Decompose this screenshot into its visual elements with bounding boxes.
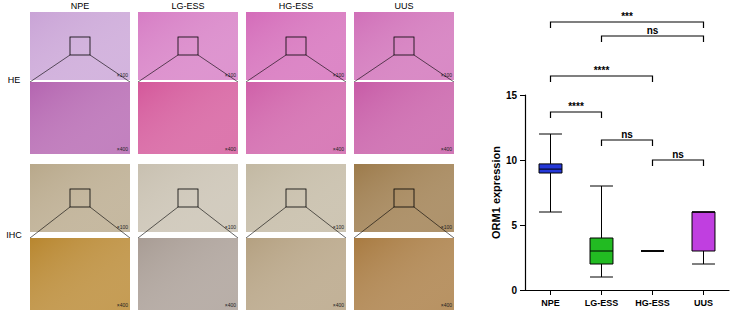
svg-text:×400: ×400 bbox=[333, 146, 344, 152]
svg-text:ns: ns bbox=[672, 149, 684, 160]
svg-text:×100: ×100 bbox=[116, 72, 128, 78]
svg-text:×100: ×100 bbox=[332, 224, 344, 230]
svg-text:×100: ×100 bbox=[440, 224, 452, 230]
svg-text:10: 10 bbox=[506, 155, 518, 166]
svg-text:LG-ESS: LG-ESS bbox=[171, 1, 204, 11]
svg-text:NPE: NPE bbox=[541, 298, 560, 308]
svg-text:×400: ×400 bbox=[225, 302, 236, 308]
svg-text:ORM1 expression: ORM1 expression bbox=[490, 146, 502, 239]
svg-text:×400: ×400 bbox=[333, 302, 344, 308]
svg-text:×100: ×100 bbox=[332, 72, 344, 78]
svg-text:×100: ×100 bbox=[224, 72, 236, 78]
svg-text:HG-ESS: HG-ESS bbox=[635, 298, 670, 308]
svg-text:NPE: NPE bbox=[71, 1, 90, 11]
svg-text:HE: HE bbox=[8, 75, 21, 85]
svg-text:15: 15 bbox=[506, 90, 518, 101]
svg-text:×400: ×400 bbox=[441, 146, 452, 152]
svg-text:****: **** bbox=[594, 65, 610, 76]
svg-text:×100: ×100 bbox=[440, 72, 452, 78]
svg-text:×100: ×100 bbox=[116, 224, 128, 230]
svg-text:UUS: UUS bbox=[694, 298, 713, 308]
svg-text:×400: ×400 bbox=[117, 302, 128, 308]
svg-text:×400: ×400 bbox=[441, 302, 452, 308]
svg-text:×400: ×400 bbox=[225, 146, 236, 152]
svg-text:****: **** bbox=[568, 101, 584, 112]
svg-text:LG-ESS: LG-ESS bbox=[585, 298, 619, 308]
svg-text:UUS: UUS bbox=[394, 1, 413, 11]
svg-text:IHC: IHC bbox=[6, 230, 22, 240]
svg-text:ns: ns bbox=[647, 25, 659, 36]
svg-text:5: 5 bbox=[511, 220, 517, 231]
svg-text:***: *** bbox=[621, 11, 633, 22]
svg-text:×100: ×100 bbox=[224, 224, 236, 230]
svg-text:×400: ×400 bbox=[117, 146, 128, 152]
svg-text:ns: ns bbox=[621, 129, 633, 140]
svg-text:0: 0 bbox=[511, 285, 517, 296]
svg-text:HG-ESS: HG-ESS bbox=[279, 1, 314, 11]
